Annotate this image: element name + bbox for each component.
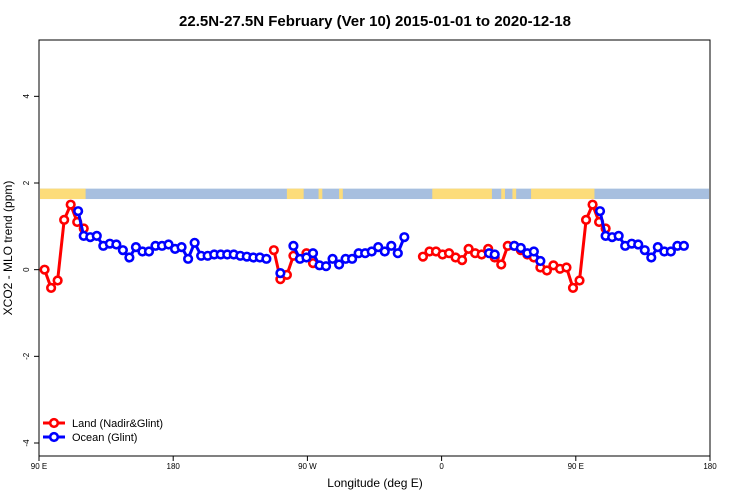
data-point bbox=[594, 206, 606, 217]
data-point bbox=[399, 232, 410, 243]
x-tick-label: 0 bbox=[439, 462, 444, 471]
y-axis: -4 -2 0 2 4 bbox=[22, 94, 39, 447]
plot-frame bbox=[38, 39, 711, 457]
data-point bbox=[39, 264, 50, 275]
land-segment bbox=[40, 188, 86, 200]
data-point bbox=[347, 253, 358, 264]
data-point bbox=[268, 245, 279, 256]
data-point bbox=[65, 199, 76, 210]
data-point bbox=[327, 253, 338, 264]
legend-label: Ocean (Glint) bbox=[72, 432, 137, 444]
data-point bbox=[301, 252, 312, 263]
data-point bbox=[183, 253, 194, 264]
series-ocean bbox=[73, 206, 690, 279]
data-point bbox=[124, 252, 135, 263]
data-point bbox=[189, 237, 200, 248]
data-point bbox=[52, 275, 63, 286]
data-point bbox=[515, 242, 526, 254]
y-tick-label: -2 bbox=[22, 352, 31, 360]
data-point bbox=[417, 251, 429, 262]
ocean-band bbox=[40, 188, 709, 200]
data-point bbox=[130, 242, 142, 253]
data-point bbox=[176, 242, 187, 253]
series-layer bbox=[39, 199, 690, 293]
y-tick-label: 2 bbox=[22, 180, 31, 185]
data-point bbox=[59, 214, 70, 225]
data-point bbox=[633, 239, 644, 250]
data-point bbox=[613, 230, 624, 241]
x-axis: 90 E 180 90 W 0 90 E 180 bbox=[31, 456, 717, 471]
y-tick-label: 4 bbox=[22, 94, 31, 99]
legend-marker bbox=[48, 431, 60, 443]
data-point bbox=[463, 243, 474, 254]
data-point bbox=[91, 230, 102, 241]
land-segment bbox=[501, 188, 505, 200]
data-point bbox=[652, 242, 663, 253]
data-point bbox=[457, 255, 468, 266]
data-point bbox=[366, 246, 377, 257]
data-point bbox=[489, 249, 500, 260]
data-point bbox=[386, 240, 397, 251]
data-point bbox=[541, 265, 553, 276]
land-segment bbox=[432, 188, 492, 200]
x-tick-label: 180 bbox=[167, 462, 181, 471]
x-axis-label: Longitude (deg E) bbox=[327, 476, 422, 490]
data-point bbox=[111, 239, 122, 250]
x-tick-label: 90 E bbox=[31, 462, 47, 471]
data-point bbox=[392, 248, 403, 259]
data-point bbox=[143, 246, 155, 257]
land-mask-strip bbox=[40, 188, 709, 200]
x-tick-label: 90 W bbox=[298, 462, 317, 471]
legend-label: Land (Nadir&Glint) bbox=[72, 418, 163, 430]
data-point bbox=[678, 240, 690, 251]
data-point bbox=[163, 239, 174, 250]
land-segment bbox=[318, 188, 323, 200]
data-point bbox=[528, 246, 539, 257]
data-point bbox=[580, 214, 592, 225]
x-tick-label: 90 E bbox=[568, 462, 584, 471]
data-point bbox=[275, 268, 286, 279]
data-point bbox=[535, 255, 546, 267]
data-point bbox=[73, 206, 84, 217]
data-point bbox=[117, 245, 128, 256]
land-segment bbox=[512, 188, 517, 200]
y-tick-label: 0 bbox=[22, 267, 31, 272]
data-point bbox=[574, 275, 585, 286]
data-point bbox=[443, 248, 455, 259]
legend: Land (Nadir&Glint) Ocean (Glint) bbox=[43, 417, 163, 444]
data-point bbox=[665, 246, 676, 257]
y-axis-label: XCO2 - MLO trend (ppm) bbox=[1, 181, 15, 316]
data-point bbox=[587, 199, 598, 210]
data-point bbox=[379, 246, 390, 257]
land-segment bbox=[531, 188, 595, 200]
data-point bbox=[373, 242, 384, 253]
legend-marker bbox=[48, 417, 60, 429]
data-point bbox=[561, 262, 572, 273]
land-segment bbox=[339, 188, 343, 200]
y-tick-label: -4 bbox=[22, 439, 31, 447]
data-point bbox=[46, 282, 57, 293]
data-point bbox=[496, 259, 507, 270]
data-point bbox=[320, 261, 332, 272]
land-segment bbox=[286, 188, 304, 200]
data-point bbox=[646, 252, 657, 263]
data-point bbox=[307, 248, 319, 259]
x-tick-label: 180 bbox=[703, 462, 717, 471]
data-point bbox=[639, 245, 650, 256]
data-point bbox=[567, 282, 579, 293]
data-point bbox=[333, 259, 345, 270]
data-point bbox=[288, 240, 299, 251]
chart-title: 22.5N-27.5N February (Ver 10) 2015-01-01… bbox=[179, 13, 571, 30]
data-point bbox=[261, 253, 272, 264]
